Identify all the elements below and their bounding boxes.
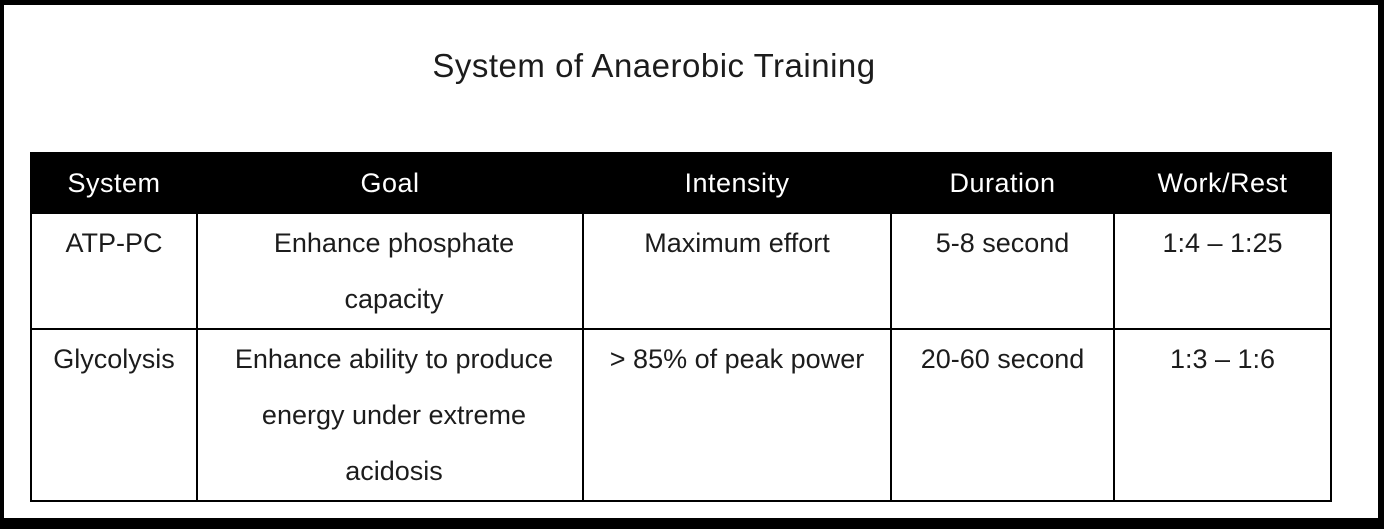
cell-work-rest: 1:4 – 1:25 — [1113, 212, 1332, 330]
cell-goal: Enhance ability to produce energy under … — [196, 328, 584, 502]
cell-intensity: > 85% of peak power — [582, 328, 892, 502]
column-header-goal: Goal — [196, 152, 584, 214]
column-header-workrest: Work/Rest — [1113, 152, 1332, 214]
column-header-duration: Duration — [890, 152, 1115, 214]
column-header-intensity: Intensity — [582, 152, 892, 214]
cell-system: ATP-PC — [30, 212, 198, 330]
column-header-system: System — [30, 152, 198, 214]
cell-duration: 20-60 second — [890, 328, 1115, 502]
cell-work-rest: 1:3 – 1:6 — [1113, 328, 1332, 502]
table-header-row: System Goal Intensity Duration Work/Rest — [30, 152, 1332, 214]
page-title: System of Anaerobic Training — [432, 47, 876, 84]
cell-goal: Enhance phosphate capacity — [196, 212, 584, 330]
cell-duration: 5-8 second — [890, 212, 1115, 330]
table-row-glycolysis: Glycolysis Enhance ability to produce en… — [30, 328, 1332, 502]
anaerobic-training-table: System Goal Intensity Duration Work/Rest… — [30, 152, 1332, 502]
cell-intensity: Maximum effort — [582, 212, 892, 330]
cell-system: Glycolysis — [30, 328, 198, 502]
table-row-atp-pc: ATP-PC Enhance phosphate capacity Maximu… — [30, 212, 1332, 330]
